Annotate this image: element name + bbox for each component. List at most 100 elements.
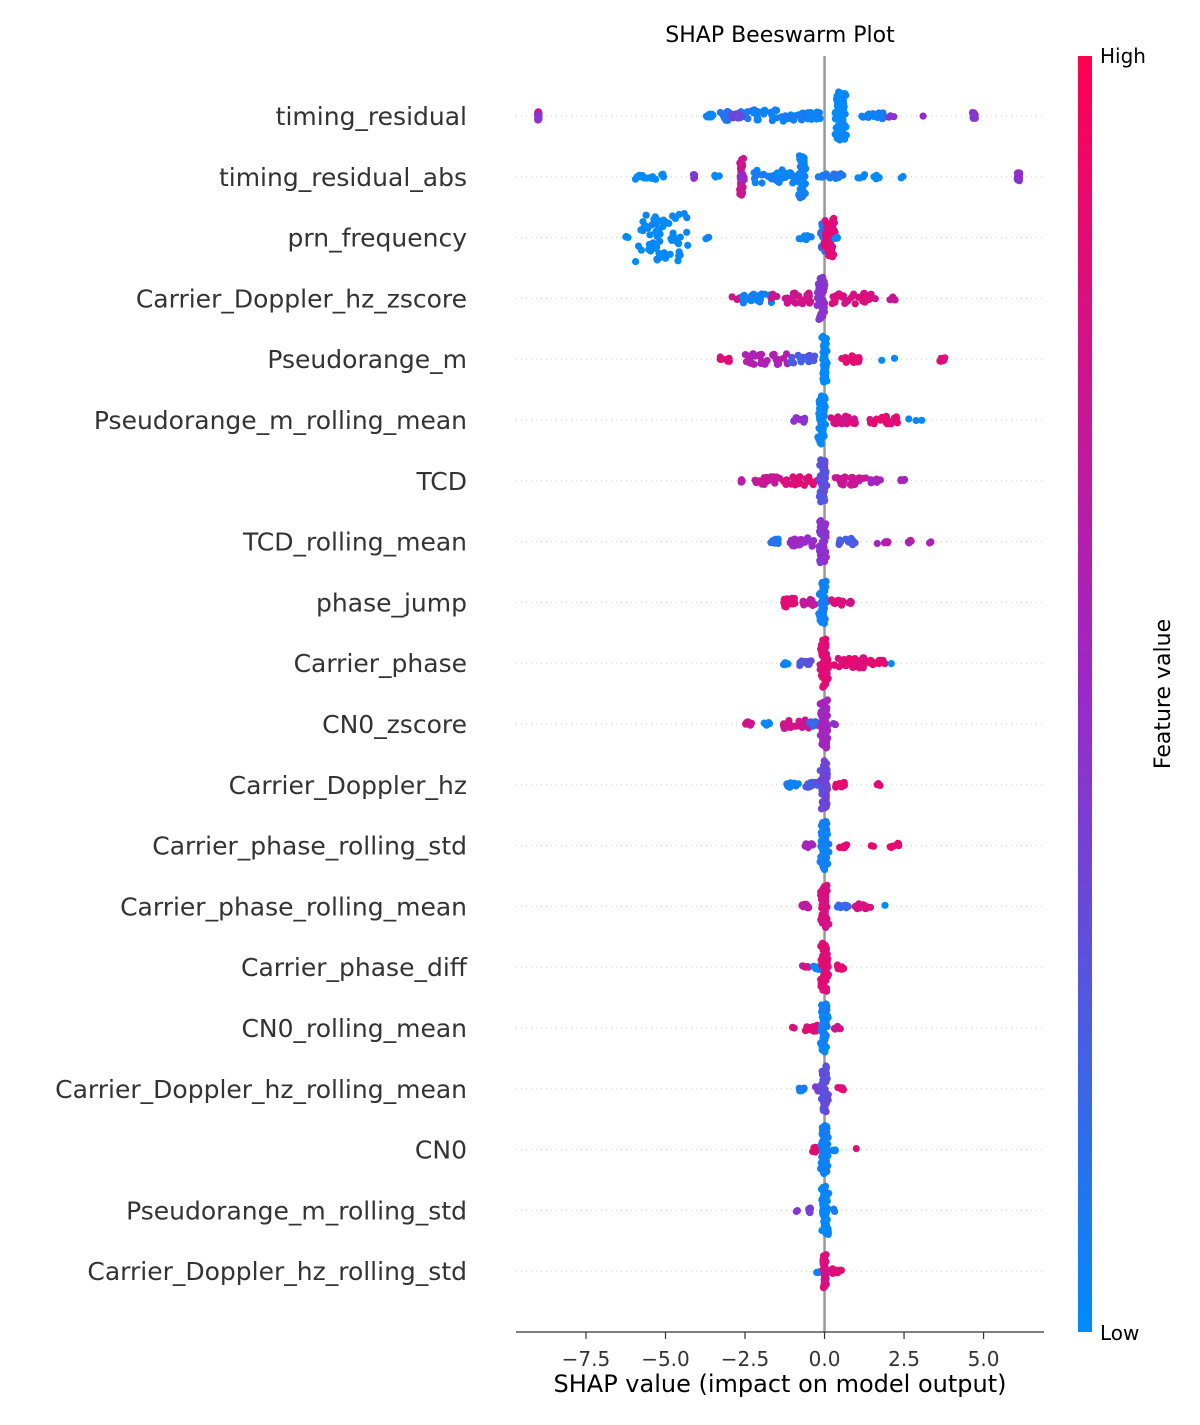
shap-point: [796, 473, 804, 481]
x-axis-label: SHAP value (impact on model output): [554, 1370, 1007, 1398]
shap-point: [775, 178, 783, 186]
shap-point: [890, 113, 898, 121]
shap-point: [800, 900, 809, 909]
shap-point: [795, 479, 804, 487]
shap-point: [830, 661, 839, 669]
shap-point: [813, 301, 821, 309]
shap-point: [705, 233, 713, 241]
shap-point: [828, 300, 836, 308]
shap-point: [872, 171, 881, 179]
shap-point: [879, 114, 888, 122]
shap-point: [753, 171, 761, 179]
feature-label: CN0_rolling_mean: [241, 1014, 467, 1043]
shap-point: [817, 498, 825, 506]
x-tick-label: 5.0: [968, 1347, 1000, 1371]
shap-point: [849, 541, 857, 549]
shap-point: [810, 719, 818, 728]
shap-point: [901, 475, 909, 484]
shap-point: [653, 256, 661, 264]
shap-point: [734, 113, 742, 121]
feature-label: TCD_rolling_mean: [242, 528, 467, 557]
feature-label: CN0: [415, 1136, 467, 1165]
shap-point: [884, 539, 892, 547]
shap-point: [905, 415, 913, 423]
feature-labels: timing_residual timing_residual_abs prn_fr…: [55, 102, 468, 1286]
x-tick-label: −5.0: [641, 1347, 690, 1371]
shap-point: [870, 113, 878, 121]
shap-point: [834, 654, 842, 663]
shap-point: [829, 293, 837, 301]
shap-point: [836, 1084, 845, 1092]
feature-label: Pseudorange_m: [267, 345, 467, 374]
shap-point: [864, 111, 872, 119]
shap-point: [1014, 169, 1022, 177]
shap-point: [865, 658, 873, 666]
shap-point: [814, 173, 822, 181]
feature-label: Pseudorange_m_rolling_mean: [94, 406, 467, 435]
shap-point: [823, 987, 831, 995]
shap-point: [754, 116, 762, 124]
shap-point: [756, 351, 764, 359]
shap-point: [738, 175, 747, 183]
shap-point: [862, 905, 870, 913]
shap-point: [647, 247, 655, 255]
shap-point: [860, 171, 869, 179]
shap-point: [666, 250, 674, 258]
shap-point: [846, 597, 855, 605]
shap-point: [819, 1284, 828, 1292]
shap-point: [787, 723, 795, 732]
shap-point: [789, 600, 797, 608]
shap-point: [665, 219, 673, 227]
shap-point: [803, 963, 811, 971]
shap-point: [813, 1268, 821, 1276]
shap-point: [822, 1108, 830, 1116]
shap-point: [534, 110, 542, 119]
shap-point: [796, 721, 805, 729]
shap-point: [836, 536, 844, 544]
shap-point: [861, 289, 869, 298]
shap-point: [821, 866, 829, 874]
shap-point: [831, 1147, 839, 1155]
shap-point: [789, 297, 797, 305]
feature-label: TCD: [415, 467, 467, 496]
shap-point: [806, 477, 814, 485]
shap-point: [836, 477, 844, 485]
shap-point: [781, 169, 790, 177]
shap-point: [820, 1170, 828, 1178]
shap-point: [840, 414, 849, 422]
shap-point: [799, 598, 807, 607]
shap-point: [836, 136, 844, 144]
shap-point: [873, 781, 881, 789]
shap-point: [859, 474, 867, 482]
shap-point: [853, 905, 861, 913]
shap-point: [813, 115, 821, 123]
shap-point: [783, 660, 791, 668]
feature-label: prn_frequency: [288, 224, 468, 253]
shap-point: [835, 598, 843, 606]
shap-point: [851, 300, 859, 308]
chart-title: SHAP Beeswarm Plot: [665, 23, 895, 48]
shap-point: [835, 292, 843, 300]
shap-point: [830, 1206, 838, 1214]
shap-point: [919, 112, 927, 120]
shap-point: [873, 539, 881, 548]
shap-point: [773, 169, 781, 177]
shap-point: [767, 294, 775, 302]
colorbar-low-label: Low: [1100, 1321, 1139, 1345]
shap-point: [890, 354, 899, 362]
shap-point: [758, 179, 766, 187]
shap-point: [793, 1207, 802, 1215]
shap-point: [899, 172, 907, 181]
shap-point: [765, 720, 774, 728]
feature-label: Carrier_Doppler_hz: [229, 771, 467, 800]
shap-point: [723, 356, 731, 364]
shap-point: [801, 1027, 810, 1035]
shap-point: [804, 534, 812, 542]
shap-point: [830, 170, 838, 178]
shap-point: [871, 295, 879, 303]
shap-point: [842, 535, 850, 543]
shap-point: [751, 179, 759, 187]
shap-point: [847, 293, 856, 301]
shap-point: [838, 420, 846, 428]
shap-point: [716, 353, 724, 361]
